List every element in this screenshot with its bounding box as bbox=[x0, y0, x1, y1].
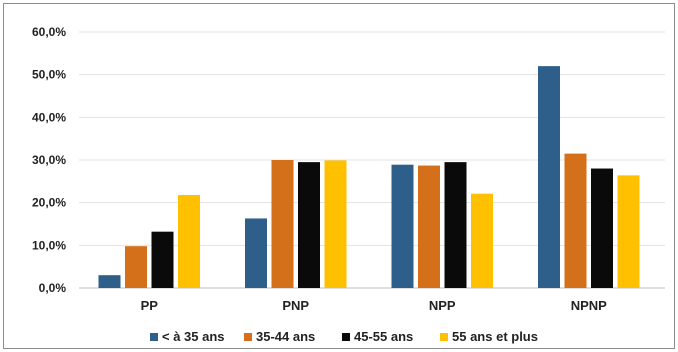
y-tick-label: 40,0% bbox=[32, 110, 66, 124]
bar bbox=[298, 162, 320, 288]
legend-label: 55 ans et plus bbox=[452, 329, 538, 344]
bar bbox=[471, 193, 493, 288]
x-category-label: PNP bbox=[282, 298, 309, 313]
legend-label: 35-44 ans bbox=[256, 329, 315, 344]
y-tick-label: 50,0% bbox=[32, 68, 66, 82]
bar bbox=[617, 175, 640, 288]
x-axis-categories: PP PNP NPP NPNP bbox=[141, 298, 608, 313]
bar bbox=[564, 153, 587, 288]
legend: < à 35 ans 35-44 ans 45-55 ans 55 ans et pl… bbox=[150, 329, 538, 344]
y-tick-label: 0,0% bbox=[39, 281, 67, 295]
bar bbox=[245, 218, 267, 288]
x-category-label: NPP bbox=[429, 298, 456, 313]
x-category-label: PP bbox=[141, 298, 159, 313]
y-tick-label: 10,0% bbox=[32, 238, 66, 252]
x-category-label: NPNP bbox=[571, 298, 607, 313]
bar bbox=[391, 164, 414, 288]
bar bbox=[324, 160, 347, 288]
bar bbox=[444, 162, 467, 288]
y-tick-label: 20,0% bbox=[32, 196, 66, 210]
y-tick-label: 30,0% bbox=[32, 153, 66, 167]
legend-swatch bbox=[244, 333, 252, 341]
bars bbox=[98, 66, 640, 288]
legend-label: 45-55 ans bbox=[354, 329, 413, 344]
legend-label: < à 35 ans bbox=[162, 329, 225, 344]
legend-swatch bbox=[440, 333, 448, 341]
bar bbox=[178, 194, 200, 288]
bar bbox=[591, 168, 613, 288]
y-axis-ticks: 0,0% 10,0% 20,0% 30,0% 40,0% 50,0% 60,0% bbox=[32, 25, 66, 295]
legend-swatch bbox=[150, 333, 158, 341]
bar bbox=[418, 165, 440, 288]
legend-swatch bbox=[342, 333, 350, 341]
y-tick-label: 60,0% bbox=[32, 25, 66, 39]
bar bbox=[151, 231, 174, 288]
bar bbox=[98, 275, 121, 288]
bar bbox=[271, 160, 294, 288]
bar bbox=[538, 66, 560, 288]
bar bbox=[125, 246, 147, 288]
